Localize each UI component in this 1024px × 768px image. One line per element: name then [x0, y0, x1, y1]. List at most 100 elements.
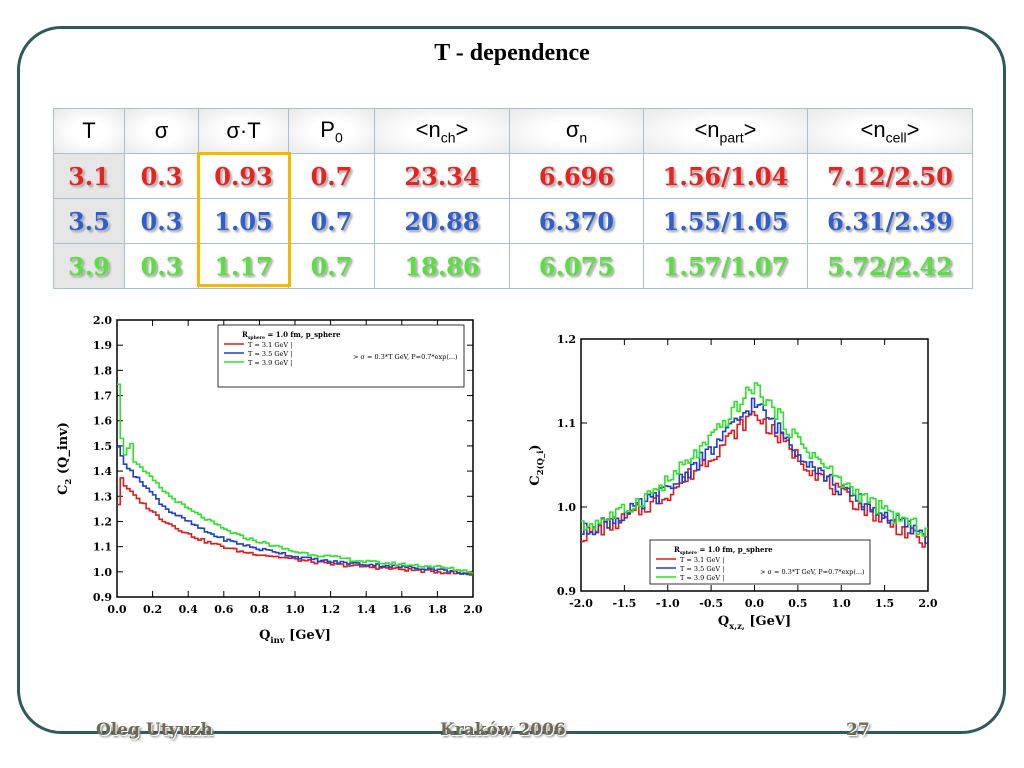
legend-entry: T = 3.5 GeV |: [680, 565, 724, 573]
y-tick-label: 1.7: [93, 390, 112, 403]
parameter-table: T σ σ·T P0 <nch> σn <npart> <ncell> 3.1 …: [53, 108, 973, 289]
legend-box: [649, 539, 871, 585]
x-tick-label: -0.5: [699, 597, 723, 610]
y-tick-label: 1.1: [93, 541, 112, 554]
header-npart: <npart>: [643, 108, 808, 154]
x-tick-label: 0.0: [745, 597, 764, 610]
cell-p0: 0.7: [288, 153, 375, 199]
y-tick-label: 1.8: [93, 364, 112, 377]
header-sigma: σ: [124, 108, 199, 154]
cell-p0: 0.7: [288, 243, 375, 289]
header-p0: P0: [288, 108, 375, 154]
footer-author: Oleg Utyuzh: [96, 720, 213, 740]
x-tick-label: -1.0: [656, 597, 680, 610]
cell-ncell: 6.31/2.39: [807, 198, 973, 244]
y-tick-label: 1.5: [93, 440, 112, 453]
cell-nch: 18.86: [374, 243, 510, 289]
header-sigma-n: σn: [509, 108, 644, 154]
table-header-row: T σ σ·T P0 <nch> σn <npart> <ncell>: [53, 108, 973, 154]
series-line-3: [581, 382, 928, 537]
x-tick-label: 1.6: [392, 603, 411, 616]
legend-entry: T = 3.5 GeV |: [248, 350, 292, 358]
cell-sigma-n: 6.370: [509, 198, 644, 244]
legend-entry: T = 3.1 GeV |: [248, 341, 292, 349]
cell-t: 3.1: [53, 153, 125, 199]
series-line-3: [117, 383, 473, 574]
y-tick-label: 1.6: [93, 415, 112, 428]
cell-sigma: 0.3: [124, 243, 199, 289]
y-tick-label: 1.0: [93, 566, 112, 579]
x-axis-label: Qinv [GeV]: [259, 628, 331, 645]
table-row: 3.5 0.3 1.05 0.7 20.88 6.370 1.55/1.05 6…: [53, 198, 973, 244]
table-row: 3.9 0.3 1.17 0.7 18.86 6.075 1.57/1.07 5…: [53, 243, 973, 289]
legend-entry: T = 3.1 GeV |: [680, 556, 724, 564]
qinv-correlation-chart: 0.0 0.2 0.4 0.6 0.8 1.0 1.2 1.4 1.6 1.8 2.0 0.9 1.0 1…: [56, 314, 483, 645]
header-ncell: <ncell>: [807, 108, 973, 154]
legend-note: > σ = 0.3*T GeV, P=0.7*exp(...): [760, 568, 865, 576]
x-tick-label: 0.2: [143, 603, 162, 616]
legend-box: [217, 324, 465, 388]
qxz-correlation-chart: -2.0 -1.5 -1.0 -0.5 0.0 0.5 1.0 1.5 2.0 0.9 1.0 1.1…: [528, 333, 938, 631]
x-tick-label: 2.0: [463, 603, 482, 616]
legend-entry: T = 3.9 GeV |: [680, 574, 724, 582]
y-tick-label: 1.2: [93, 515, 112, 528]
x-tick-label: -2.0: [569, 597, 593, 610]
x-axis-label: Qx,z, [GeV]: [718, 614, 791, 631]
series-line-2: [117, 445, 473, 575]
y-axis-label: C2(Q_i): [528, 444, 545, 485]
x-tick-label: -1.5: [613, 597, 637, 610]
x-tick-label: 1.0: [832, 597, 851, 610]
cell-npart: 1.55/1.05: [643, 198, 808, 244]
x-tick-label: 1.5: [875, 597, 894, 610]
cell-t: 3.5: [53, 198, 125, 244]
y-tick-label: 1.0: [557, 501, 576, 514]
y-axis-label: C2 (Q_inv): [56, 422, 73, 495]
y-tick-label: 1.9: [93, 339, 112, 352]
cell-nch: 23.34: [374, 153, 510, 199]
y-tick-label: 0.9: [93, 591, 112, 604]
y-tick-label: 1.4: [93, 465, 112, 478]
x-tick-label: 1.8: [428, 603, 447, 616]
legend-entry: T = 3.9 GeV |: [248, 359, 292, 367]
cell-nch: 20.88: [374, 198, 510, 244]
cell-p0: 0.7: [288, 198, 375, 244]
y-tick-label: 1.1: [557, 417, 576, 430]
header-sigma-t: σ·T: [198, 108, 289, 154]
cell-npart: 1.56/1.04: [643, 153, 808, 199]
slide-frame: [17, 26, 1006, 734]
x-tick-label: 1.4: [357, 603, 376, 616]
cell-sigma: 0.3: [124, 153, 199, 199]
x-tick-label: 1.2: [321, 603, 340, 616]
y-tick-label: 1.2: [557, 333, 576, 346]
footer-page-number: 27: [846, 720, 870, 740]
cell-sigma: 0.3: [124, 198, 199, 244]
x-tick-label: 0.5: [788, 597, 807, 610]
cell-sigma-n: 6.696: [509, 153, 644, 199]
x-tick-label: 2.0: [918, 597, 937, 610]
cell-sigma-t: 1.17: [198, 243, 289, 289]
footer-event: Kraków 2006: [440, 720, 566, 740]
header-t: T: [53, 108, 125, 154]
x-tick-label: 0.6: [214, 603, 233, 616]
x-tick-label: 0.8: [250, 603, 269, 616]
cell-ncell: 7.12/2.50: [807, 153, 973, 199]
series-line-1: [117, 477, 473, 576]
y-tick-label: 0.9: [557, 585, 576, 598]
cell-npart: 1.57/1.07: [643, 243, 808, 289]
cell-sigma-n: 6.075: [509, 243, 644, 289]
y-tick-label: 2.0: [93, 314, 112, 327]
legend-header: Rsphere = 1.0 fm, p_sphere: [674, 545, 773, 556]
cell-ncell: 5.72/2.42: [807, 243, 973, 289]
legend-header: Rsphere = 1.0 fm, p_sphere: [242, 330, 341, 341]
x-tick-label: 0.0: [107, 603, 126, 616]
cell-t: 3.9: [53, 243, 125, 289]
x-tick-label: 1.0: [285, 603, 304, 616]
legend-note: > σ = 0.3*T GeV, P=0.7*exp(...): [353, 353, 458, 361]
slide-title: T - dependence: [434, 40, 590, 66]
cell-sigma-t: 1.05: [198, 198, 289, 244]
header-nch: <nch>: [374, 108, 510, 154]
cell-sigma-t: 0.93: [198, 153, 289, 199]
x-tick-label: 0.4: [179, 603, 198, 616]
y-tick-label: 1.3: [93, 490, 112, 503]
table-row: 3.1 0.3 0.93 0.7 23.34 6.696 1.56/1.04 7…: [53, 153, 973, 199]
